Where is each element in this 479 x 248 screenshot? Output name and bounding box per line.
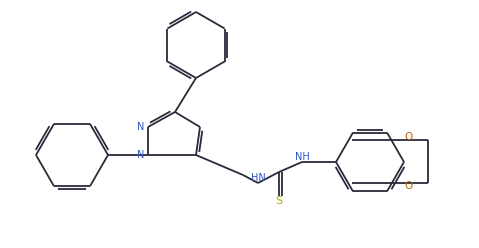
Text: N: N	[137, 122, 145, 132]
Text: HN: HN	[251, 173, 265, 183]
Text: S: S	[275, 196, 283, 206]
Text: O: O	[405, 132, 413, 142]
Text: N: N	[137, 150, 145, 160]
Text: NH: NH	[295, 152, 309, 162]
Text: O: O	[405, 181, 413, 191]
